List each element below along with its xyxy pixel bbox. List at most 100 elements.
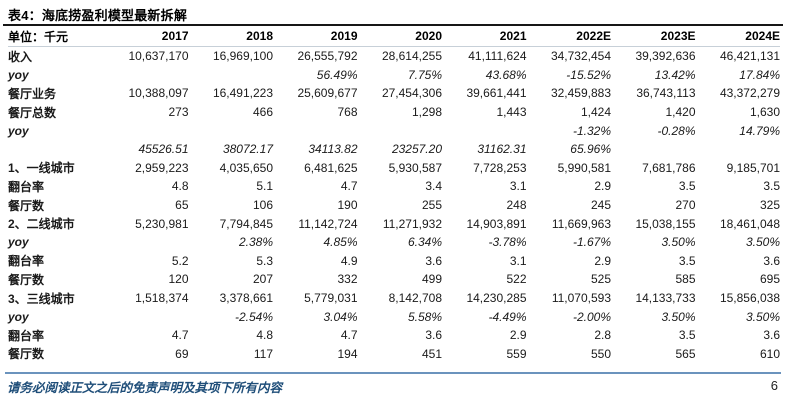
table-cell: 273 (168, 105, 189, 120)
column-header: 2019 (330, 29, 358, 43)
table-cell: 270 (675, 198, 696, 213)
table-cell: 46,421,131 (719, 49, 780, 64)
table-cell: 8,142,708 (388, 291, 442, 306)
table-cell: 525 (590, 272, 611, 287)
table-cell: 43,372,279 (719, 86, 780, 101)
profit-model-table: 单位：千元 2017 2018 2019 2020 2021 2022E 2023E 2024E… (8, 26, 780, 363)
table-cell: 2.9 (509, 328, 527, 343)
table-cell: 3.6 (763, 328, 780, 343)
table-cell: 27,454,306 (381, 86, 442, 101)
table-cell: 3.50% (661, 309, 696, 324)
table-cell: 325 (759, 198, 780, 213)
table-cell: 17.84% (739, 67, 780, 82)
table-cell: 5,230,981 (135, 216, 189, 231)
table-cell: 522 (506, 272, 527, 287)
table-cell: 5.58% (407, 309, 442, 324)
row-label: 翻台率 (8, 254, 45, 269)
table-cell: 3.50% (745, 235, 780, 250)
table-row: yoy -2.54% 3.04% 5.58% -4.49% -2.00% 3.50% 3.50… (8, 307, 780, 326)
table-cell: 499 (421, 272, 442, 287)
table-cell: 34113.82 (308, 142, 358, 157)
table-cell: 3.6 (425, 328, 442, 343)
table-cell: 16,491,223 (212, 86, 273, 101)
table-cell: 695 (759, 272, 780, 287)
row-label: 餐厅数 (8, 198, 45, 213)
row-label: 餐厅数 (8, 347, 45, 362)
table-cell: 14,903,891 (466, 216, 527, 231)
table-cell: 7,728,253 (473, 160, 527, 175)
table-row: 餐厅总数 273 466 768 1,298 1,443 1,424 1,420 1,630 (8, 103, 780, 122)
table-cell: 11,271,932 (382, 216, 442, 231)
table-cell: 28,614,255 (381, 49, 442, 64)
table-title: 表4：海底捞盈利模型最新拆解 (8, 8, 188, 23)
table-cell: 1,420 (665, 105, 696, 120)
table-cell: 5,779,031 (304, 291, 358, 306)
table-cell: 18,461,048 (719, 216, 780, 231)
footer-rule (5, 372, 781, 374)
table-cell: 36,743,113 (636, 86, 696, 101)
table-row: 餐厅业务 10,388,097 16,491,223 25,609,677 27,454… (8, 84, 780, 103)
row-label: 2、二线城市 (8, 217, 75, 232)
table-cell: 9,185,701 (726, 160, 780, 175)
table-cell: 7,681,786 (642, 160, 696, 175)
table-cell: 26,555,792 (297, 49, 358, 64)
table-cell: -15.52% (566, 67, 611, 82)
table-row: 翻台率 4.7 4.8 4.7 3.6 2.9 2.8 3.5 3.6 (8, 326, 780, 345)
table-cell: 65.96% (570, 142, 611, 157)
table-cell: 1,518,374 (135, 291, 189, 306)
table-cell: 1,298 (411, 105, 442, 120)
table-cell: 190 (337, 198, 358, 213)
table-cell: 255 (421, 198, 442, 213)
table-row: 翻台率 5.2 5.3 4.9 3.6 3.1 2.9 3.5 3.6 (8, 252, 780, 271)
table-cell: 3.04% (323, 309, 358, 324)
table-cell: -2.00% (572, 309, 611, 324)
table-row: 餐厅数 65 106 190 255 248 245 270 325 (8, 196, 780, 215)
table-cell: 585 (675, 272, 696, 287)
table-cell: 39,661,441 (466, 86, 527, 101)
row-label: yoy (8, 309, 29, 324)
table-cell: 6.34% (407, 235, 442, 250)
row-label: 翻台率 (8, 179, 45, 194)
table-cell: 466 (252, 105, 273, 120)
table-cell: 11,669,963 (551, 216, 611, 231)
table-cell: 332 (337, 272, 358, 287)
column-header: 2023E (660, 29, 696, 43)
table-cell: 4.8 (256, 328, 273, 343)
table-cell: 5.1 (256, 179, 273, 194)
table-cell: 248 (506, 198, 527, 213)
table-cell: 550 (590, 346, 611, 361)
page-number: 6 (770, 378, 778, 393)
table-cell: 13.42% (654, 67, 696, 82)
table-cell: 117 (253, 346, 273, 361)
table-header-row: 单位：千元 2017 2018 2019 2020 2021 2022E 2023E 2024E (8, 26, 780, 47)
row-label: yoy (8, 235, 29, 250)
table-row: yoy 56.49% 7.75% 43.68% -15.52% 13.42% 17.84% (8, 66, 780, 85)
table-cell: 3.6 (763, 253, 780, 268)
table-cell: 2.8 (594, 328, 611, 343)
table-cell: 2.9 (594, 253, 611, 268)
table-cell: -0.28% (657, 123, 696, 138)
table-cell: 34,732,454 (550, 49, 611, 64)
table-cell: 3.4 (425, 179, 442, 194)
table-row: yoy -1.32% -0.28% 14.79% (8, 121, 780, 140)
table-cell: 38072.17 (222, 142, 273, 157)
table-cell: 41,111,624 (468, 49, 527, 64)
table-cell: 56.49% (316, 67, 358, 82)
table-cell: 1,630 (749, 105, 780, 120)
table-cell: 65 (175, 198, 189, 213)
table-cell: 559 (506, 346, 527, 361)
row-label: 翻台率 (8, 328, 45, 343)
table-cell: 14,230,285 (466, 291, 527, 306)
table-row: yoy 2.38% 4.85% 6.34% -3.78% -1.67% 3.50% 3.50% (8, 233, 780, 252)
unit-label: 单位：千元 (8, 29, 69, 44)
table-cell: 4.7 (171, 328, 189, 343)
table-cell: 11,142,724 (298, 216, 358, 231)
row-label: 餐厅数 (8, 272, 45, 287)
table-cell: 4.7 (340, 328, 358, 343)
table-cell: 32,459,883 (550, 86, 611, 101)
table-cell: 4,035,650 (219, 160, 273, 175)
table-cell: -3.78% (488, 235, 527, 250)
table-cell: 14.79% (739, 123, 780, 138)
column-header: 2022E (576, 29, 611, 43)
table-row: 45526.51 38072.17 34113.82 23257.20 31162.31… (8, 140, 780, 159)
